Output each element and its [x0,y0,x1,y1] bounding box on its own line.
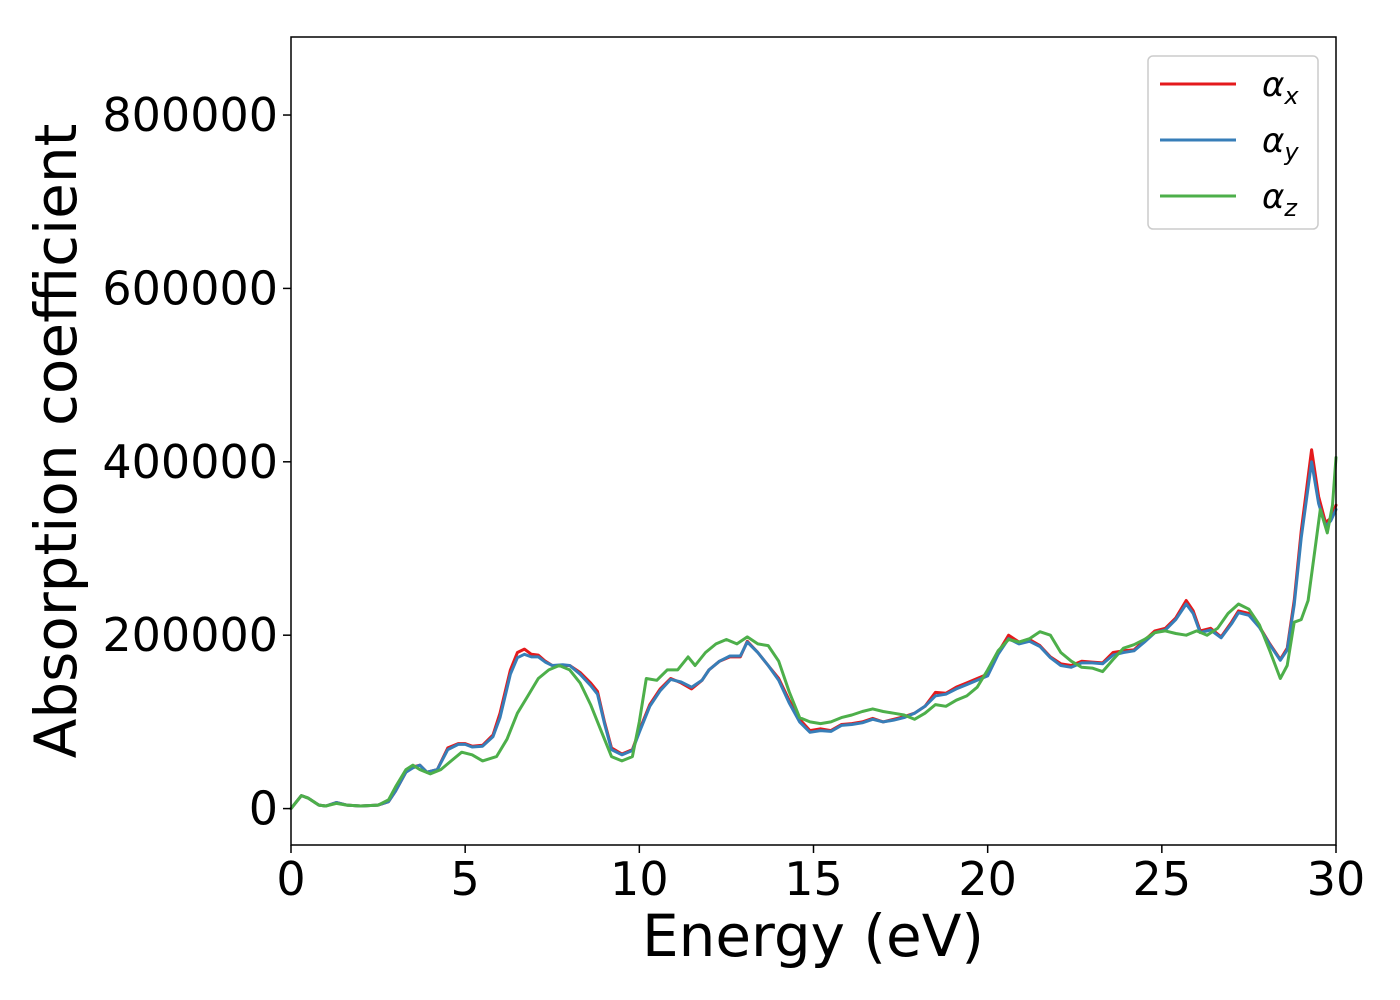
y-axis-label: Absorption coefficient [22,124,90,759]
legend-label-y: αy [1262,121,1299,166]
legend-label-x: αx [1262,65,1299,110]
series-layer [289,448,1338,811]
y-tick-label: 600000 [102,261,278,315]
y-tick-label: 800000 [102,88,278,142]
x-axis-label: Energy (eV) [642,902,984,970]
series-line-y [289,460,1338,811]
x-tick-label: 30 [1307,852,1366,906]
x-tick-label: 5 [451,852,480,906]
legend-box [1147,55,1319,230]
x-tick-label: 15 [784,852,843,906]
ticks-layer: 0 5 10 15 20 25 30 0 200000 400000 600000 800000 [102,88,1365,906]
y-tick-label: 200000 [102,608,278,662]
series-line-z [289,456,1338,811]
x-tick-label: 10 [610,852,669,906]
x-tick-label: 0 [276,852,305,906]
y-tick-label: 0 [249,782,278,836]
x-tick-label: 20 [958,852,1017,906]
x-tick-label: 25 [1133,852,1192,906]
y-tick-label: 400000 [102,435,278,489]
